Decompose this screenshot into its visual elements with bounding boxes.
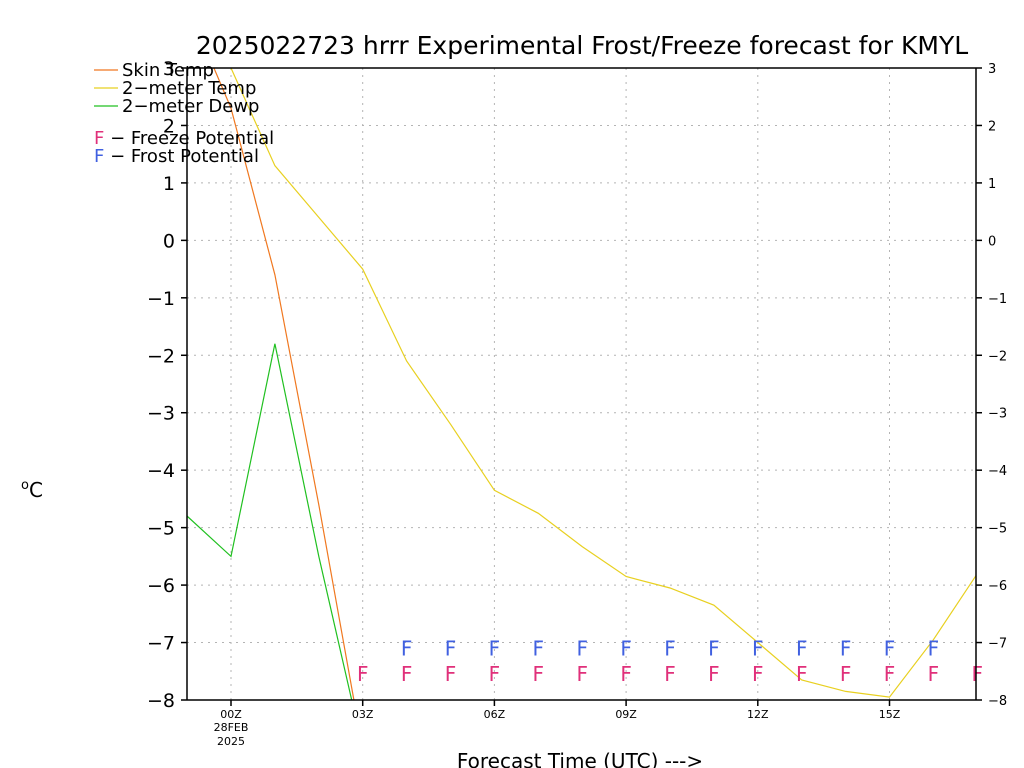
x-tick-label: 15Z [879, 708, 901, 721]
y-tick-label-right: −3 [988, 407, 1007, 422]
frost-mark: F [796, 636, 808, 660]
freeze-mark: F [576, 662, 588, 686]
freeze-mark: F [884, 662, 896, 686]
freeze-mark: F [708, 662, 720, 686]
frost-mark: F [752, 636, 764, 660]
x-tick-year-label: 2025 [217, 735, 245, 748]
frost-mark: F [840, 636, 852, 660]
x-tick-date-label: 28FEB [214, 721, 249, 734]
series-line-dewp [187, 343, 353, 700]
x-tick-label: 00Z [220, 708, 242, 721]
y-axis-label-degree: o [21, 478, 29, 493]
grid-layer [187, 68, 976, 700]
y-tick-label-left: −3 [147, 403, 175, 425]
x-tick-label: 09Z [615, 708, 637, 721]
y-tick-label-right: −7 [988, 637, 1007, 652]
legend-label-skin: Skin Temp [122, 60, 214, 81]
tick-labels-layer: 3 3 2 2 1 1 0 0 −1 −1 −2 −2 −3 −3 −4 −4 −5 −5 −6 −6 −7 −7 −8 −8… [147, 58, 1007, 748]
x-tick-label: 03Z [352, 708, 374, 721]
frost-mark: F [928, 636, 940, 660]
freeze-mark: F [664, 662, 676, 686]
legend-freeze-label: − Freeze Potential [104, 128, 274, 149]
freeze-mark: F [620, 662, 632, 686]
freeze-mark: F [840, 662, 852, 686]
y-tick-label-right: −8 [988, 694, 1007, 709]
x-tick-label: 12Z [747, 708, 769, 721]
freeze-mark: F [972, 662, 984, 686]
y-tick-label-right: −2 [988, 349, 1007, 364]
series-line-temp [230, 68, 976, 698]
y-axis-label: oC [21, 478, 43, 502]
frost-mark: F [445, 636, 457, 660]
legend-freeze-potential: F − Freeze Potential [94, 128, 274, 149]
frost-mark: F [708, 636, 720, 660]
legend-label-dewp: 2−meter Dewp [122, 96, 259, 117]
y-tick-label-left: −8 [147, 690, 175, 712]
x-axis-label: Forecast Time (UTC) ---> [457, 749, 703, 768]
legend-frost-label: − Frost Potential [104, 146, 259, 167]
y-tick-label-right: −4 [988, 464, 1007, 479]
series-layer [187, 68, 976, 700]
legend-frost-potential: F − Frost Potential [94, 146, 259, 167]
y-axis-label-unit: C [29, 478, 43, 502]
x-tick-label: 06Z [484, 708, 506, 721]
y-tick-label-left: −2 [147, 345, 175, 367]
freeze-mark: F [533, 662, 545, 686]
freeze-mark: F [357, 662, 369, 686]
y-tick-label-left: 3 [163, 58, 175, 80]
freeze-mark: F [401, 662, 413, 686]
potential-marks-layer: F F F F F F F F F F F F FF F F F F F F F F F F F F F F [357, 636, 983, 686]
y-tick-label-left: 1 [163, 173, 175, 195]
freeze-mark: F [752, 662, 764, 686]
y-tick-label-left: −7 [147, 633, 175, 655]
y-tick-label-left: 0 [163, 230, 175, 252]
y-tick-label-right: 3 [988, 62, 996, 77]
frost-mark: F [620, 636, 632, 660]
y-tick-label-left: −1 [147, 288, 175, 310]
y-tick-label-right: 0 [988, 234, 996, 249]
frost-mark: F [533, 636, 545, 660]
y-tick-label-right: −6 [988, 579, 1007, 594]
y-tick-label-left: −5 [147, 518, 175, 540]
frost-mark: F [489, 636, 501, 660]
y-tick-label-left: 2 [163, 115, 175, 137]
y-tick-label-left: −4 [147, 460, 175, 482]
legend-label-temp: 2−meter Temp [122, 78, 256, 99]
freeze-mark: F [928, 662, 940, 686]
chart-title: 2025022723 hrrr Experimental Frost/Freez… [196, 31, 968, 60]
frost-mark: F [884, 636, 896, 660]
legend-frost-letter: F [94, 146, 104, 167]
freeze-mark: F [796, 662, 808, 686]
series-line-skin [213, 68, 355, 700]
freeze-mark: F [489, 662, 501, 686]
legend-freeze-letter: F [94, 128, 104, 149]
frost-mark: F [576, 636, 588, 660]
y-tick-label-left: −6 [147, 575, 175, 597]
frost-mark: F [401, 636, 413, 660]
y-tick-label-right: 1 [988, 177, 996, 192]
y-tick-label-right: −1 [988, 292, 1007, 307]
axis-layer [181, 67, 982, 706]
frost-mark: F [664, 636, 676, 660]
y-tick-label-right: −5 [988, 522, 1007, 537]
y-tick-label-right: 2 [988, 119, 996, 134]
freeze-mark: F [445, 662, 457, 686]
